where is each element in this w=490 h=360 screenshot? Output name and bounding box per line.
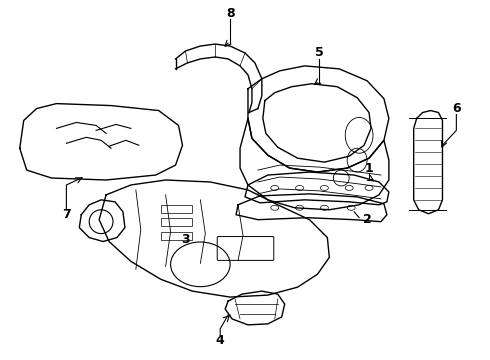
Text: 5: 5 (315, 46, 324, 59)
Bar (161, 205, 193, 213)
Text: 2: 2 (363, 213, 371, 226)
Text: 7: 7 (62, 208, 71, 221)
Text: 1: 1 (365, 162, 373, 175)
Text: 4: 4 (216, 334, 224, 347)
Bar (161, 231, 193, 239)
Bar (161, 218, 193, 226)
Text: 8: 8 (226, 7, 234, 20)
Text: 6: 6 (452, 102, 461, 115)
Text: 3: 3 (181, 233, 190, 246)
